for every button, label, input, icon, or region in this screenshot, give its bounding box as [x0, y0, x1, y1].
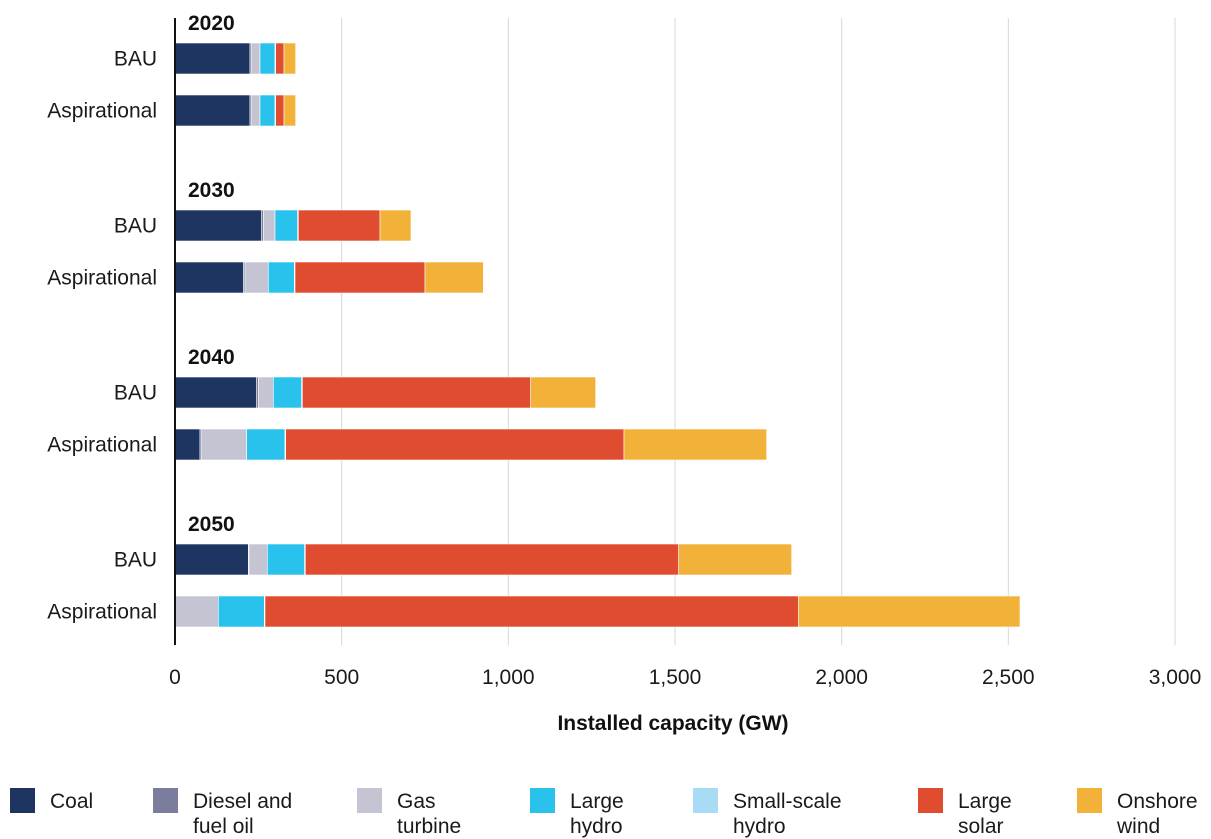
category-label: Aspirational: [47, 267, 157, 290]
legend-label: Large: [958, 790, 1012, 813]
bar-segment: [268, 261, 295, 294]
bar-segment: [275, 42, 285, 75]
bar-segment: [283, 42, 296, 75]
bar-segment: [274, 209, 298, 242]
x-tick-label: 2,000: [815, 666, 868, 689]
bar-segment: [623, 428, 767, 461]
legend-label: Diesel and: [193, 790, 292, 813]
bar-segment: [678, 543, 792, 576]
x-axis-ticks: 0 500 1,000 1,500 2,000 2,500 3,000: [169, 666, 1201, 689]
bar-segment: [283, 94, 296, 127]
x-tick-label: 2,500: [982, 666, 1035, 689]
bar-segment: [263, 209, 276, 242]
legend-swatch: [693, 788, 718, 813]
legend-swatch: [918, 788, 943, 813]
x-tick-label: 500: [324, 666, 359, 689]
bar-segment: [174, 595, 219, 628]
x-axis-title: Installed capacity (GW): [557, 712, 788, 735]
bar-segment: [530, 376, 596, 409]
bar-segment: [174, 428, 201, 461]
bars: [174, 42, 1021, 628]
grid-lines: [341, 18, 1176, 645]
legend-swatch: [10, 788, 35, 813]
bar-segment: [285, 428, 625, 461]
bar-segment: [218, 595, 265, 628]
bar-segment: [275, 94, 285, 127]
legend-label: hydro: [733, 815, 786, 838]
year-label: 2020: [188, 12, 235, 35]
legend-label: hydro: [570, 815, 623, 838]
year-label: 2050: [188, 513, 235, 536]
bar-segment: [379, 209, 412, 242]
legend-label: fuel oil: [193, 815, 254, 838]
category-label: Aspirational: [47, 434, 157, 457]
bar-segment: [273, 376, 302, 409]
bar-segment: [259, 94, 276, 127]
bar-segment: [248, 543, 268, 576]
bar-segment: [246, 428, 286, 461]
bar-segment: [174, 261, 244, 294]
legend-label: wind: [1116, 815, 1160, 838]
x-tick-label: 3,000: [1149, 666, 1202, 689]
bar-segment: [302, 376, 531, 409]
legend-label: Coal: [50, 790, 93, 813]
category-label: Aspirational: [47, 601, 157, 624]
year-label: 2030: [188, 179, 235, 202]
bar-segment: [294, 261, 426, 294]
x-tick-label: 1,500: [649, 666, 702, 689]
year-label: 2040: [188, 346, 235, 369]
bar-segment: [244, 261, 269, 294]
bar-segment: [259, 42, 276, 75]
legend-label: turbine: [397, 815, 461, 838]
x-tick-label: 1,000: [482, 666, 535, 689]
category-label: BAU: [114, 549, 157, 572]
bar-segment: [258, 376, 274, 409]
legend-label: Gas: [397, 790, 436, 813]
bar-segment: [305, 543, 679, 576]
legend-swatch: [153, 788, 178, 813]
bar-segment: [251, 42, 261, 75]
legend-label: Onshore: [1117, 790, 1198, 813]
category-labels: 2020 BAU Aspirational 2030 BAU Aspirational 20…: [47, 12, 234, 624]
bar-segment: [267, 543, 305, 576]
bar-segment: [174, 543, 249, 576]
bar-segment: [251, 94, 261, 127]
category-label: BAU: [114, 382, 157, 405]
bar-segment: [201, 428, 247, 461]
bar-segment: [174, 42, 251, 75]
category-label: BAU: [114, 215, 157, 238]
bar-segment: [798, 595, 1021, 628]
legend-label: solar: [958, 815, 1004, 838]
category-label: BAU: [114, 48, 157, 71]
bar-segment: [298, 209, 381, 242]
legend-swatch: [1077, 788, 1102, 813]
legend-swatch: [530, 788, 555, 813]
legend-label: Small-scale: [733, 790, 842, 813]
legend-label: Large: [570, 790, 624, 813]
bar-segment: [174, 209, 262, 242]
bar-segment: [424, 261, 484, 294]
bar-segment: [174, 376, 257, 409]
x-tick-label: 0: [169, 666, 181, 689]
bar-segment: [264, 595, 799, 628]
category-label: Aspirational: [47, 100, 157, 123]
bar-segment: [174, 94, 251, 127]
legend-swatch: [357, 788, 382, 813]
